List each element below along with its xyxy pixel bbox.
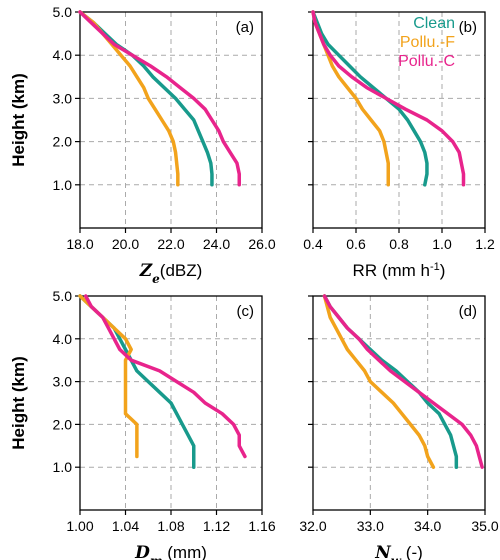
x-axis-label-part: Z bbox=[139, 261, 153, 281]
x-axis-label-part: (dBZ) bbox=[160, 261, 203, 280]
profile-line bbox=[83, 294, 247, 459]
x-tick-label: 26.0 bbox=[248, 236, 275, 252]
y-tick-label: 1.0 bbox=[53, 459, 73, 475]
panel: 18.0 20.0 22.0 24.0 26.0 1.0 2.0 3.0 4.0 5.0 (a) He… bbox=[9, 4, 276, 286]
y-tick-label: 3.0 bbox=[53, 90, 73, 106]
profile-line bbox=[322, 294, 436, 469]
x-axis-label-part: (mm) bbox=[163, 543, 207, 560]
x-tick-label: 1.2 bbox=[475, 236, 495, 252]
legend-entry: Clean bbox=[413, 15, 455, 32]
y-axis-label: Height (km) bbox=[9, 73, 28, 167]
x-tick-label: 35.0 bbox=[471, 518, 498, 534]
x-tick-label: 1.12 bbox=[203, 518, 230, 534]
y-tick-label: 4.0 bbox=[53, 47, 73, 63]
x-axis-label-part: (-) bbox=[401, 543, 423, 560]
x-tick-label: 1.08 bbox=[157, 518, 184, 534]
panel-label: (a) bbox=[236, 19, 254, 36]
x-axis-label-part: m bbox=[150, 554, 163, 560]
y-axis-label: Height (km) bbox=[9, 356, 28, 450]
x-axis-label: Ze(dBZ) bbox=[139, 261, 203, 286]
profile-line bbox=[311, 10, 466, 187]
x-tick-label: 34.0 bbox=[414, 518, 441, 534]
x-axis-label-part: ) bbox=[440, 261, 446, 280]
y-tick-label: 2.0 bbox=[53, 134, 73, 150]
x-tick-label: 1.16 bbox=[248, 518, 275, 534]
x-tick-label: 1.00 bbox=[66, 518, 93, 534]
x-axis-label-part: N bbox=[374, 543, 392, 560]
profile-line bbox=[78, 294, 139, 459]
x-tick-label: 1.04 bbox=[112, 518, 139, 534]
y-tick-label: 5.0 bbox=[53, 4, 73, 20]
x-axis-label-part: w bbox=[391, 554, 402, 560]
y-tick-label: 5.0 bbox=[53, 288, 73, 304]
panel: 32.0 33.0 34.0 35.0 (d) Nw (-) bbox=[299, 294, 499, 560]
panel-label: (c) bbox=[237, 303, 255, 320]
x-tick-label: 24.0 bbox=[203, 236, 230, 252]
x-axis-label-part: D bbox=[134, 543, 150, 560]
panel-label: (b) bbox=[459, 19, 477, 36]
x-tick-label: 33.0 bbox=[357, 518, 384, 534]
x-axis-label: RR (mm h-1) bbox=[353, 261, 446, 280]
x-axis-label-part: e bbox=[152, 272, 160, 286]
x-tick-label: 18.0 bbox=[66, 236, 93, 252]
profile-line bbox=[322, 294, 484, 469]
x-tick-label: 0.8 bbox=[389, 236, 409, 252]
panel-label: (d) bbox=[459, 303, 477, 320]
x-axis-label-part: -1 bbox=[430, 261, 440, 273]
x-tick-label: 22.0 bbox=[157, 236, 184, 252]
plot-frame bbox=[79, 295, 263, 511]
y-tick-label: 2.0 bbox=[53, 416, 73, 432]
x-axis-label: Nw (-) bbox=[374, 543, 423, 560]
x-tick-label: 32.0 bbox=[299, 518, 326, 534]
x-axis-label: Dm (mm) bbox=[134, 543, 207, 560]
x-axis-label-part: RR (mm h bbox=[353, 261, 430, 280]
plot-frame bbox=[312, 295, 486, 511]
legend-entry: Pollu.-C bbox=[398, 53, 455, 70]
x-tick-label: 20.0 bbox=[112, 236, 139, 252]
x-tick-label: 0.4 bbox=[303, 236, 323, 252]
x-tick-label: 0.6 bbox=[346, 236, 366, 252]
panel: 1.00 1.04 1.08 1.12 1.16 1.0 2.0 3.0 4.0 5.0 (c) He… bbox=[9, 288, 276, 560]
y-tick-label: 4.0 bbox=[53, 331, 73, 347]
plot-frame bbox=[79, 11, 263, 229]
x-tick-label: 1.0 bbox=[432, 236, 452, 252]
y-tick-label: 3.0 bbox=[53, 374, 73, 390]
y-tick-label: 1.0 bbox=[53, 177, 73, 193]
profile-line bbox=[78, 10, 241, 187]
panel: 0.4 0.6 0.8 1.0 1.2 (b) RR (mm h-1) Clean Pollu.… bbox=[303, 10, 495, 280]
legend-entry: Pollu.-F bbox=[400, 34, 455, 51]
plot-frame bbox=[312, 11, 486, 229]
